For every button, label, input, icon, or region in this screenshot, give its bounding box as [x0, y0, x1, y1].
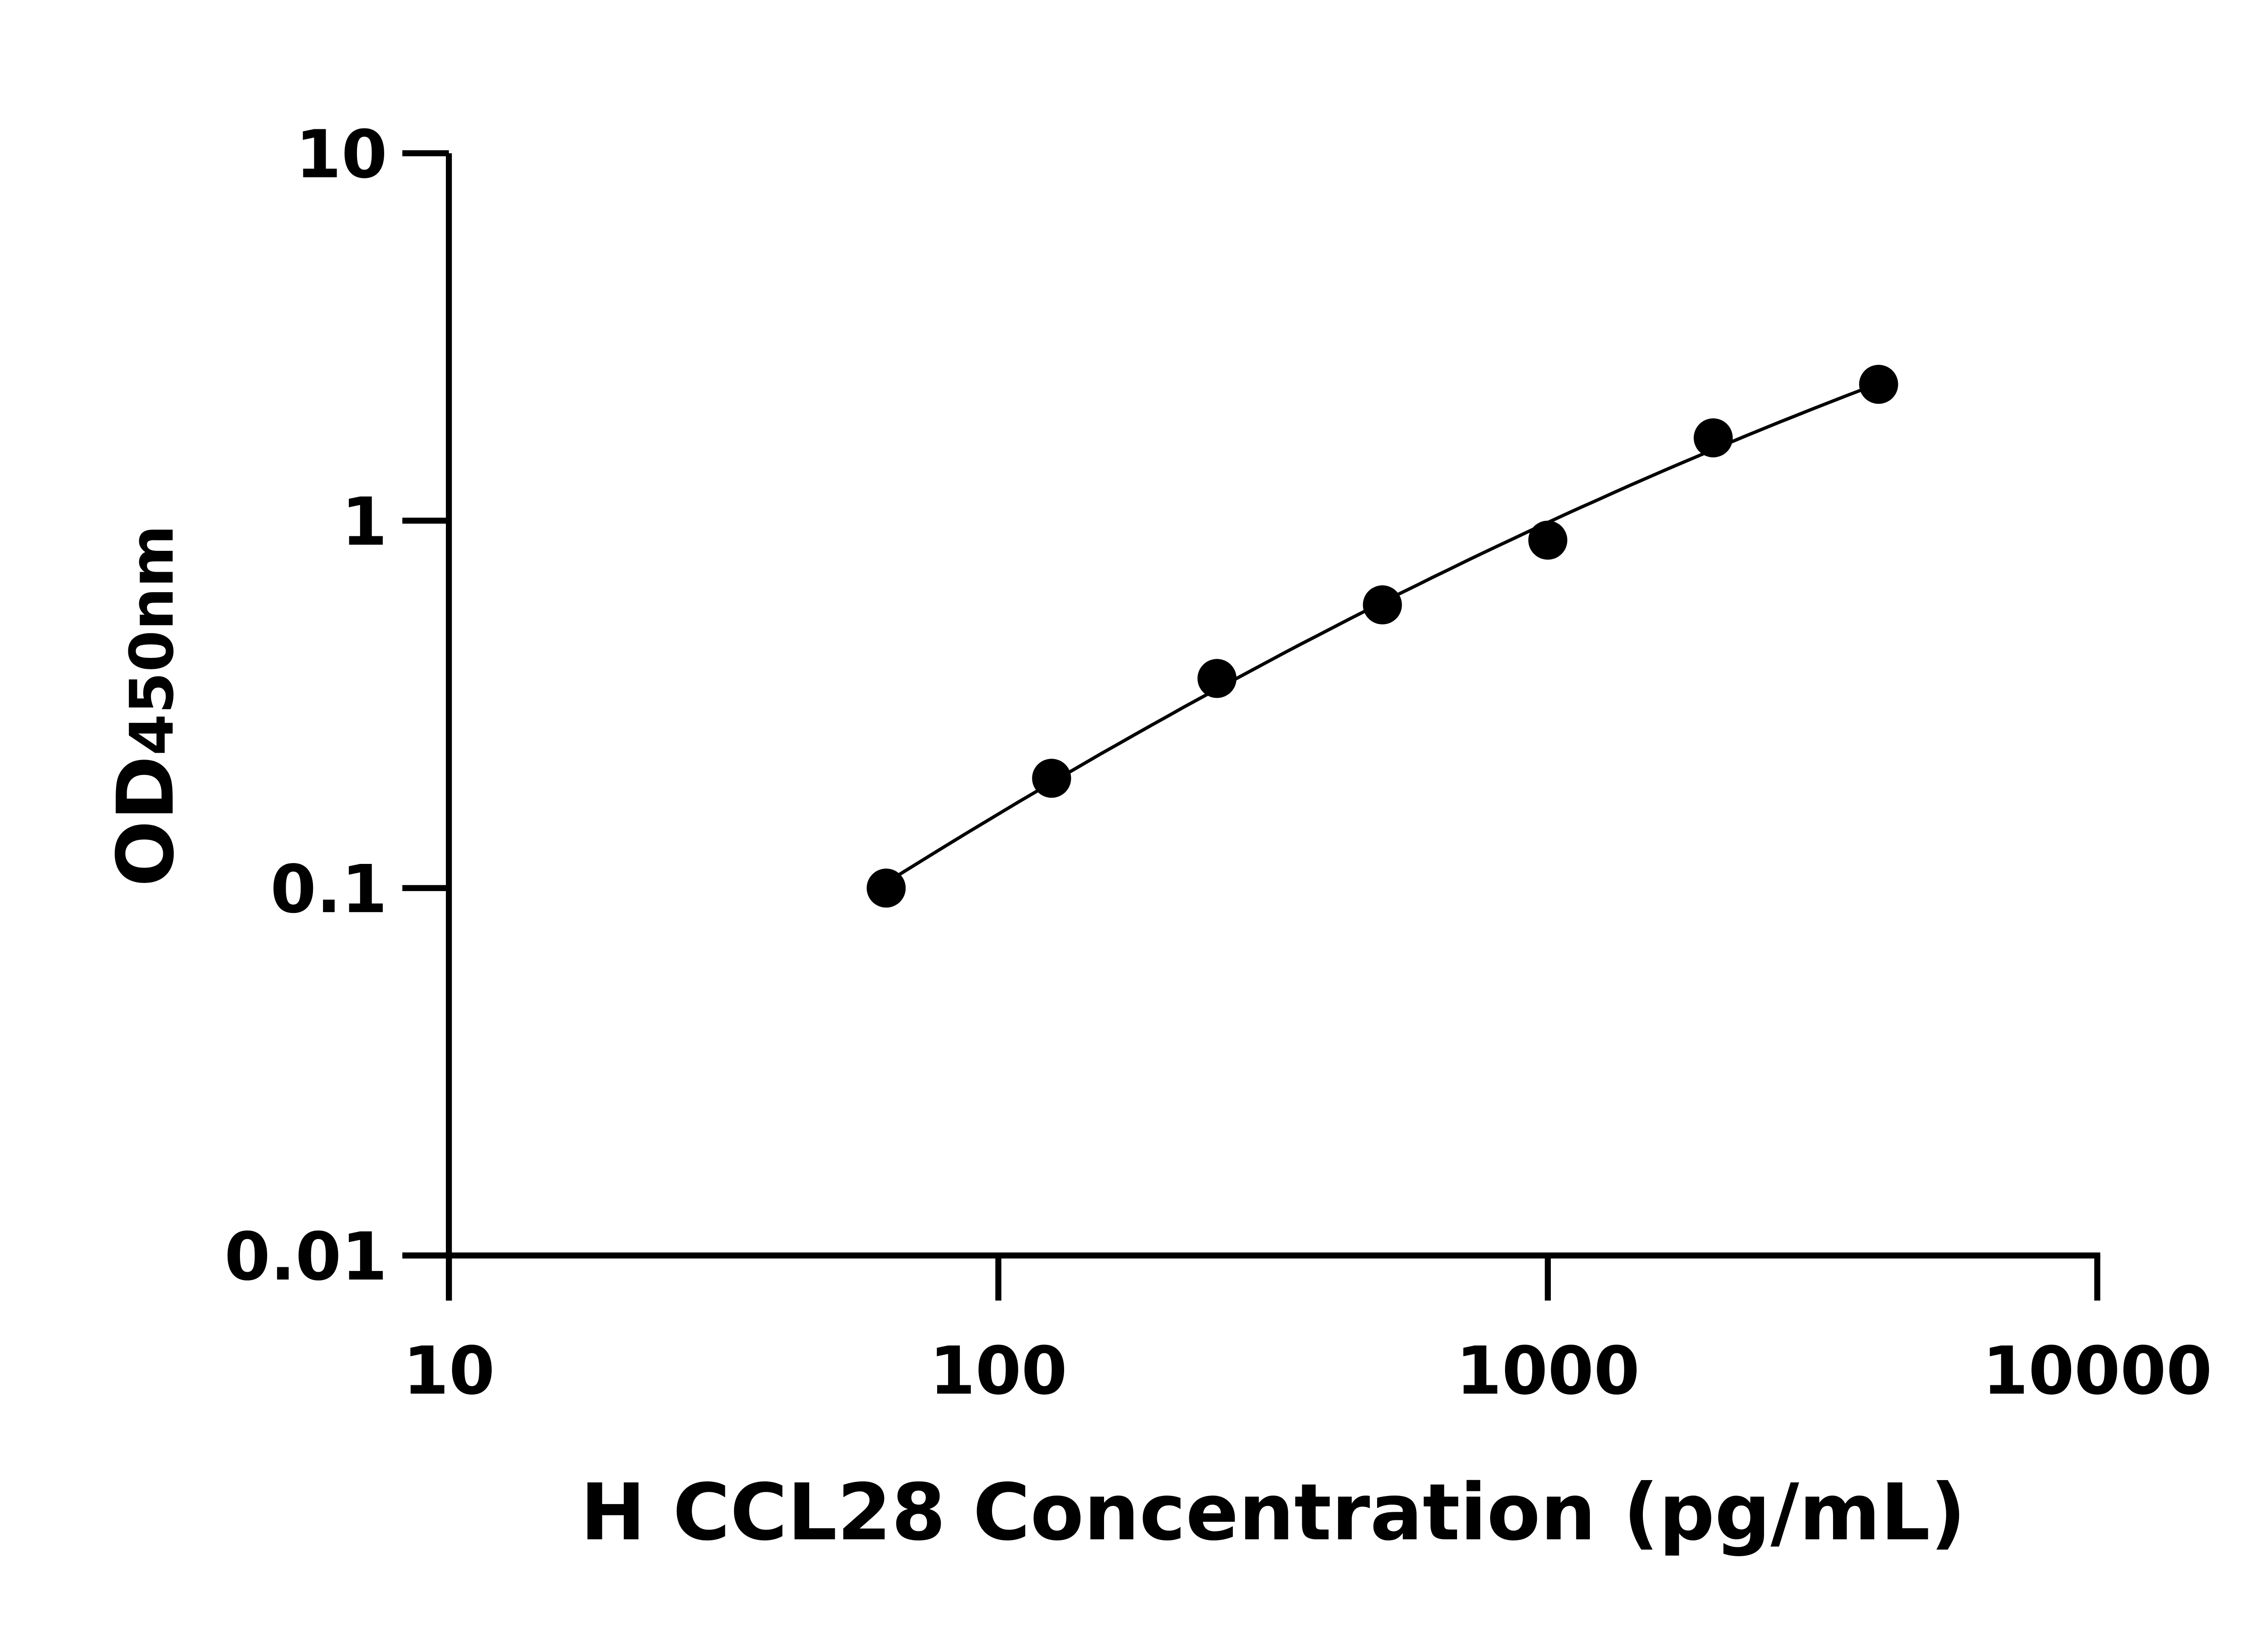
y-tick-label: 10: [295, 117, 387, 193]
data-points: [866, 365, 1898, 908]
fit-curve: [885, 382, 1880, 884]
x-axis-label: H CCL28 Concentration (pg/mL): [580, 1467, 1966, 1558]
x-tick-label: 10: [403, 1333, 495, 1410]
x-tick-label: 1000: [1456, 1333, 1640, 1410]
data-point: [1693, 418, 1733, 458]
data-point: [1032, 759, 1071, 798]
y-tick-label: 0.1: [270, 851, 387, 928]
data-point: [1528, 520, 1568, 560]
data-point: [866, 868, 906, 908]
x-tick-label: 100: [929, 1333, 1067, 1410]
x-ticks: 10 100 1000 10000: [403, 1255, 2212, 1410]
svg-text:OD450nm: OD450nm: [100, 525, 191, 887]
data-point: [1197, 659, 1237, 698]
y-ticks: 0.01 0.1 1 10: [225, 117, 449, 1295]
y-tick-label: 1: [342, 484, 387, 560]
y-axis-label: OD450nm: [100, 525, 191, 887]
data-point: [1363, 585, 1402, 625]
y-axis-label-subscript: 450nm: [117, 525, 187, 756]
data-point: [1859, 365, 1898, 404]
y-axis-label-main: OD: [100, 755, 191, 887]
y-tick-label: 0.01: [225, 1219, 387, 1295]
x-tick-label: 10000: [1982, 1333, 2212, 1410]
axes: [402, 153, 2101, 1301]
